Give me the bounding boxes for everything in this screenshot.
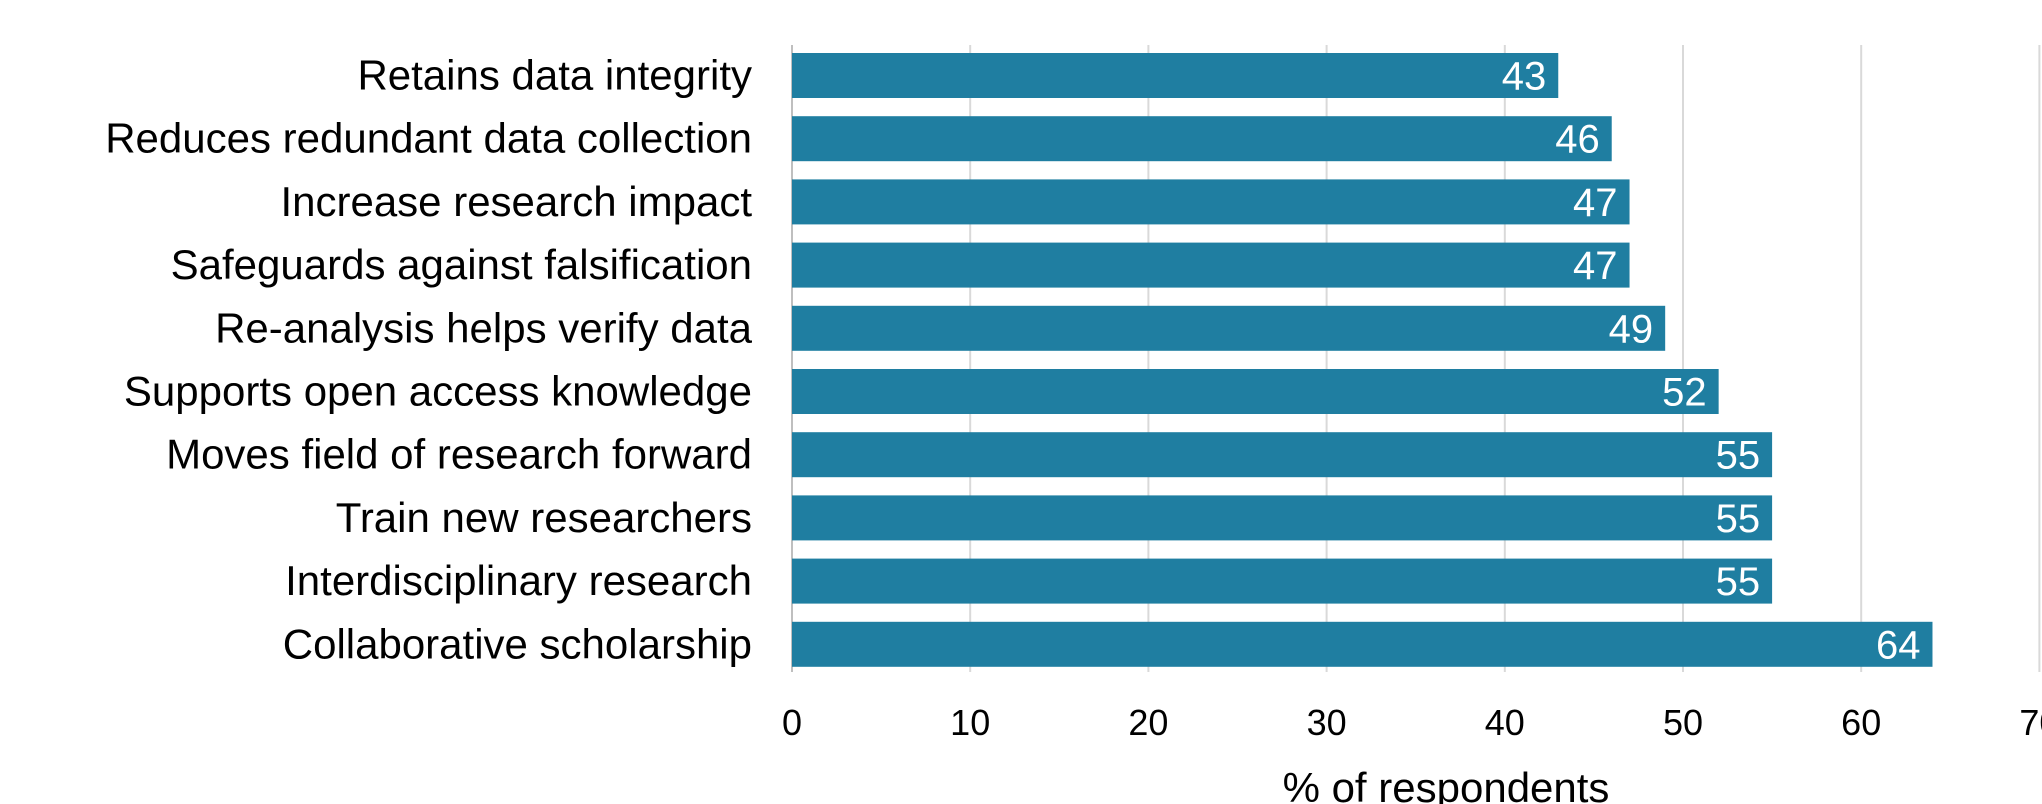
category-label: Supports open access knowledge (124, 368, 752, 415)
bar (792, 116, 1612, 162)
bar (792, 495, 1773, 541)
data-label: 55 (1716, 497, 1761, 541)
category-label: Moves field of research forward (166, 431, 752, 478)
x-tick-label: 20 (1128, 702, 1168, 743)
bar (792, 432, 1773, 478)
data-label: 55 (1716, 560, 1761, 604)
x-tick-labels: 0 10 20 30 40 50 60 70 (782, 702, 2042, 743)
data-label: 55 (1716, 434, 1761, 478)
bar (792, 305, 1666, 351)
data-label: 47 (1573, 244, 1618, 288)
category-label: Increase research impact (280, 178, 752, 225)
category-label: Safeguards against falsification (171, 241, 752, 288)
data-label: 43 (1502, 55, 1547, 99)
category-labels: Retains data integrity Reduces redundant … (105, 52, 752, 668)
x-axis-title: % of respondents (1283, 764, 1610, 804)
x-tick-label: 0 (782, 702, 802, 743)
category-label: Train new researchers (336, 494, 752, 541)
data-label: 46 (1555, 118, 1600, 162)
bar (792, 621, 1933, 667)
bar (792, 53, 1559, 98)
data-label: 64 (1876, 623, 1921, 667)
bar (792, 369, 1719, 414)
x-tick-label: 70 (2019, 702, 2042, 743)
category-label: Retains data integrity (357, 52, 752, 99)
x-tick-label: 30 (1307, 702, 1347, 743)
data-label: 49 (1609, 307, 1654, 351)
data-label: 52 (1662, 371, 1707, 415)
category-label: Re-analysis helps verify data (215, 304, 753, 351)
bar (792, 558, 1773, 604)
bar (792, 242, 1630, 288)
bars (792, 53, 1933, 667)
x-tick-label: 10 (950, 702, 990, 743)
bar (792, 179, 1630, 225)
x-tick-label: 60 (1841, 702, 1881, 743)
category-label: Interdisciplinary research (285, 557, 752, 604)
x-tick-label: 50 (1663, 702, 1703, 743)
data-label: 47 (1573, 181, 1618, 225)
category-label: Collaborative scholarship (283, 620, 752, 667)
x-tick-label: 40 (1485, 702, 1525, 743)
category-label: Reduces redundant data collection (105, 115, 752, 162)
